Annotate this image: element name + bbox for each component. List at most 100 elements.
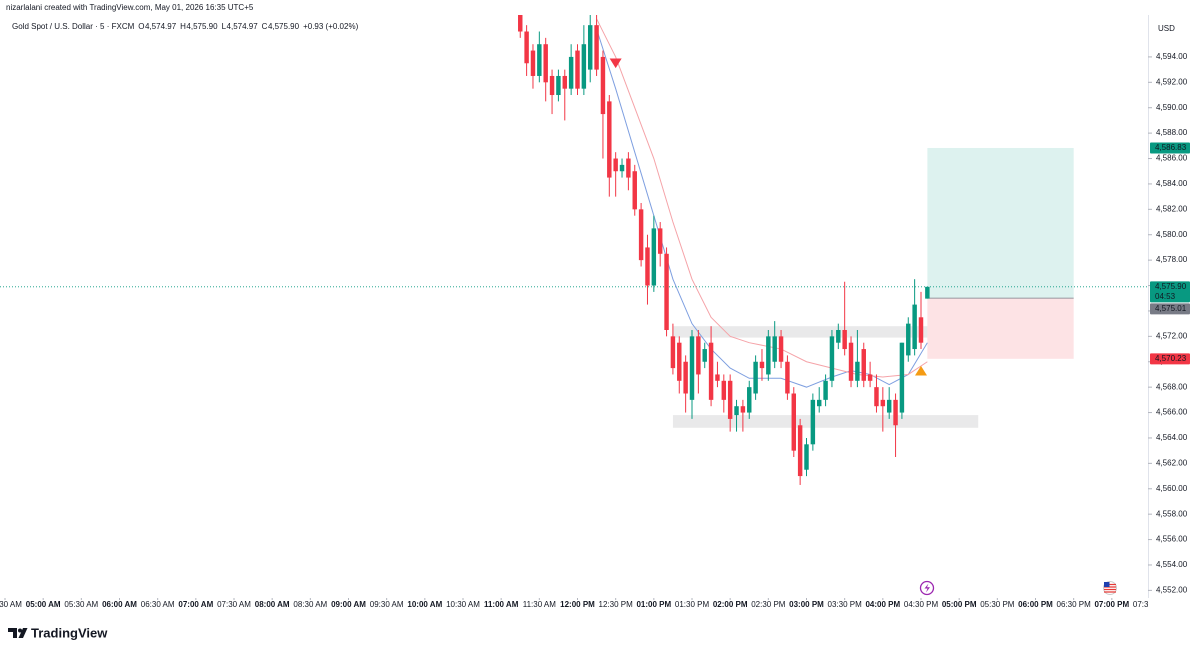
legend-high: 4,575.90 (186, 22, 218, 31)
x-tick-label: 08:00 AM (255, 600, 290, 609)
x-tick-label: 12:30 PM (599, 600, 634, 609)
brand-logo (8, 628, 28, 638)
candle-body (607, 101, 612, 178)
x-tick-label: 02:00 PM (713, 600, 748, 609)
candle-body (747, 387, 752, 413)
candle-body (689, 336, 695, 400)
candle-body (657, 228, 663, 254)
y-tick-label: 4,564.00 (1156, 433, 1188, 442)
signal-marker (915, 365, 927, 376)
x-tick-label: 10:30 AM (446, 600, 480, 609)
candle-body (702, 349, 707, 362)
y-tick-label: 4,592.00 (1156, 77, 1188, 86)
y-tick-label: 4,578.00 (1156, 255, 1188, 264)
candle-body (708, 342, 714, 400)
candle-body (715, 374, 720, 381)
candle-body (727, 380, 733, 419)
candle-body (518, 15, 523, 32)
currency: USD (1158, 24, 1175, 33)
x-tick-label: 09:00 AM (331, 600, 366, 609)
y-tick-label: 4,586.00 (1156, 154, 1188, 163)
price-label-bg (1150, 281, 1190, 303)
price-label-bg (1150, 303, 1190, 315)
x-tick-label: 04:30 PM (904, 600, 939, 609)
candle-body (836, 329, 841, 343)
legend-o_key: O (138, 22, 144, 31)
brand-name: TradingView (31, 625, 108, 640)
candle-body (626, 158, 631, 178)
candle-body (848, 342, 854, 381)
legend-open: 4,574.97 (145, 22, 177, 31)
candle-body (575, 50, 580, 89)
candle-body (543, 44, 548, 83)
candle-body (568, 56, 574, 89)
x-tick-label: 01:30 PM (675, 600, 710, 609)
y-tick-label: 4,594.00 (1156, 52, 1188, 61)
price-label-bg (1150, 142, 1190, 154)
x-tick-label: 08:30 AM (293, 600, 327, 609)
plot-area (0, 15, 1148, 485)
event-icon[interactable] (919, 580, 935, 596)
x-tick-label: 03:30 PM (828, 600, 863, 609)
price-label-bg (1150, 353, 1190, 365)
candle-body (925, 286, 930, 299)
candle-body (670, 336, 676, 369)
candle-body (600, 56, 606, 115)
candle-body (823, 380, 828, 400)
candle-body (906, 323, 911, 356)
candle-body (645, 247, 650, 286)
x-tick-label: 04:30 AM (0, 600, 22, 609)
x-tick-label: 04:00 PM (865, 600, 900, 609)
candle-body (664, 253, 669, 330)
y-tick-label: 4,556.00 (1156, 535, 1188, 544)
price-label: 4,586.83 (1155, 143, 1187, 152)
x-tick-label: 06:30 PM (1057, 600, 1092, 609)
x-tick-label: 07:00 PM (1094, 600, 1129, 609)
x-tick-label: 05:00 PM (942, 600, 977, 609)
y-tick-label: 4,566.00 (1156, 408, 1188, 417)
candle-body (753, 361, 758, 394)
candle-body (842, 329, 847, 350)
x-tick-label: 09:30 AM (370, 600, 404, 609)
candle-body (759, 361, 765, 369)
candle-body (899, 342, 905, 413)
candle-body (861, 349, 866, 381)
profit-zone (927, 147, 1074, 299)
x-tick-label: 03:00 PM (789, 600, 824, 609)
candle-body (772, 336, 777, 362)
candle-body (677, 342, 682, 381)
candle-body (816, 399, 822, 407)
candle-body (867, 374, 873, 381)
candle-body (619, 164, 625, 172)
legend-low: 4,574.97 (227, 22, 259, 31)
price-countdown: 04:53 (1155, 292, 1176, 301)
candle-body (651, 228, 657, 286)
candle-body (874, 387, 879, 407)
x-tick-label: 05:00 AM (26, 600, 61, 609)
x-tick-label: 07:00 AM (178, 600, 213, 609)
x-tick-label: 11:30 AM (523, 600, 557, 609)
candle-body (632, 171, 637, 210)
candle-body (766, 336, 771, 375)
candle-body (797, 425, 803, 477)
y-tick-label: 4,562.00 (1156, 458, 1188, 467)
candle-body (683, 361, 688, 394)
candle-body (549, 75, 555, 96)
x-tick-label: 06:00 AM (102, 600, 137, 609)
legend: Gold Spot / U.S. Dollar · 5 · FXCM O 4,574… (12, 22, 359, 31)
x-tick-label: 06:30 AM (141, 600, 175, 609)
zone (672, 415, 979, 428)
x-tick-label: 12:00 PM (560, 600, 595, 609)
legend-change: +0.93 (+0.02%) (303, 22, 358, 31)
candle-body (893, 399, 898, 426)
price-label: 4,570.23 (1155, 354, 1187, 363)
candle-body (880, 399, 886, 407)
x-tick-label: 02:30 PM (751, 600, 786, 609)
candle-body (562, 75, 568, 89)
y-tick-label: 4,590.00 (1156, 103, 1188, 112)
flag-icon[interactable] (1103, 581, 1117, 595)
price-label: 4,575.90 (1155, 282, 1187, 291)
candle-body (785, 361, 790, 394)
price-axis: 4,552.00 4,554.00 4,556.00 4,558.00 4,560.00… (1148, 52, 1190, 594)
